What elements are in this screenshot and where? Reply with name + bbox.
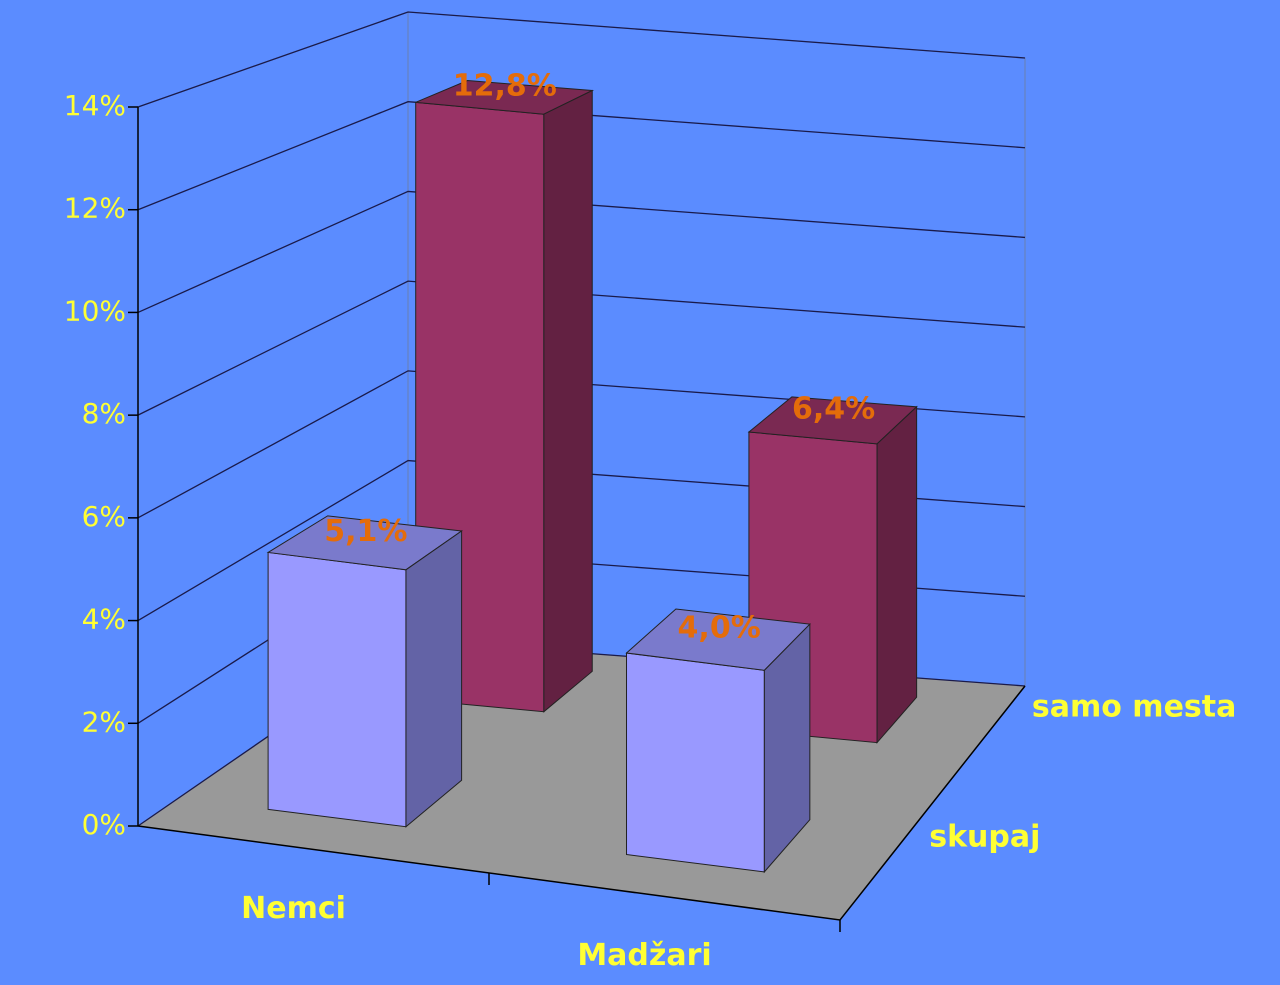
bar: [625, 608, 811, 874]
y-tick-label: 6%: [82, 500, 126, 533]
value-label: 5,1%: [324, 514, 407, 549]
x-tick-label: Nemci: [241, 891, 346, 926]
bar-front: [626, 652, 765, 873]
grid-line: [137, 11, 1026, 108]
y-tick-label: 8%: [82, 397, 126, 430]
y-tick-label: 2%: [82, 705, 126, 738]
bar: [266, 515, 463, 828]
grid-line: [137, 280, 1026, 416]
y-tick-label: 14%: [64, 89, 126, 122]
y-tick-label: 0%: [82, 808, 126, 841]
grid-line: [137, 190, 1026, 314]
value-label: 4,0%: [678, 611, 761, 646]
y-tick-label: 12%: [64, 192, 126, 225]
series-label: skupaj: [929, 819, 1040, 854]
y-tick-label: 4%: [82, 603, 126, 636]
y-tick-label: 10%: [64, 294, 126, 327]
series-label: samo mesta: [1032, 690, 1236, 725]
value-label: 12,8%: [453, 68, 557, 103]
value-label: 6,4%: [792, 391, 875, 426]
bar-front: [267, 551, 407, 828]
bar-side: [543, 89, 593, 713]
grid-line: [137, 101, 1026, 211]
bar-side: [876, 405, 918, 744]
bar-side: [405, 530, 463, 828]
x-tick-label: Madžari: [577, 938, 711, 973]
bar-side: [763, 622, 811, 874]
